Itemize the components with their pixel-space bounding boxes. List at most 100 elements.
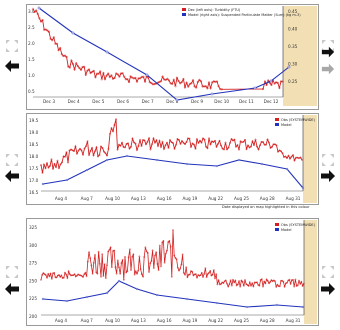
observed-point (49, 164, 51, 167)
observed-point (65, 55, 68, 59)
observed-point (82, 276, 84, 278)
expand-arrows-icon[interactable] (4, 38, 20, 54)
observed-point (39, 20, 43, 23)
observed-point (211, 140, 213, 143)
model-point (185, 297, 189, 301)
observed-point (83, 65, 86, 68)
observed-point (74, 275, 77, 278)
model-point (269, 79, 273, 83)
y-tick-label: 17.5 (29, 166, 39, 171)
observed-point (103, 78, 107, 81)
observed-point (44, 28, 47, 31)
model-point (215, 164, 219, 168)
observed-point (202, 276, 204, 278)
left-arrow-icon[interactable] (4, 281, 20, 297)
y-tick-label: 2.5 (28, 25, 35, 30)
third-chart-panel: 325 300 275 250 225 200 Aug 4 Aug 7 Aug 10 Aug 1… (26, 218, 319, 326)
y-tick-label: 18.5 (29, 142, 39, 147)
x-tick-label: Aug 10 (105, 318, 120, 323)
model-point (185, 162, 189, 166)
observed-point (89, 71, 92, 75)
observed-point (87, 68, 91, 71)
observed-point (203, 273, 206, 275)
observed-point (127, 142, 129, 145)
expand-arrows-icon[interactable] (4, 264, 20, 280)
observed-point (170, 275, 173, 278)
observed-point (248, 146, 251, 149)
observed-point (55, 166, 57, 169)
observed-point (193, 143, 195, 146)
observed-point (70, 59, 73, 62)
observed-point (258, 284, 261, 287)
observed-point (114, 266, 117, 269)
observed-point (41, 273, 44, 276)
observed-point (281, 80, 284, 83)
observed-point (219, 88, 222, 91)
observed-point (109, 132, 111, 135)
observed-point (175, 76, 179, 79)
expand-arrows-icon[interactable] (320, 152, 336, 168)
right-arrow-icon[interactable] (321, 45, 335, 59)
observed-point (199, 274, 202, 276)
observed-point (61, 161, 63, 164)
observed-point (269, 146, 272, 149)
right-arrow-icon[interactable] (320, 281, 336, 297)
observed-point (78, 274, 81, 276)
observed-point (246, 284, 249, 286)
observed-point (104, 152, 107, 155)
model-point (175, 98, 179, 102)
observed-point (70, 274, 72, 277)
observed-point (203, 85, 206, 88)
observed-point (178, 269, 180, 272)
observed-point (94, 253, 96, 256)
observed-point (124, 146, 126, 149)
observed-point (91, 70, 94, 73)
observed-point (301, 158, 303, 161)
observed-point (223, 280, 226, 283)
observed-point (267, 79, 270, 82)
expand-arrows-icon[interactable] (4, 152, 20, 168)
observed-point (60, 274, 63, 277)
model-spm-line (38, 7, 290, 101)
observed-point (205, 145, 207, 148)
expand-arrows-icon[interactable] (320, 264, 336, 280)
x-tick-label: Aug 31 (286, 196, 301, 201)
model-point (287, 65, 291, 69)
observed-point (50, 158, 53, 161)
observed-line (40, 230, 305, 289)
observed-point (64, 271, 66, 274)
x-tick-label: Dec 9 (191, 99, 203, 104)
observed-point (256, 281, 258, 284)
observed-point (193, 85, 196, 88)
observed-point (167, 79, 171, 82)
observed-point (276, 283, 279, 286)
right-arrow-icon[interactable] (320, 168, 336, 184)
observed-point (284, 155, 287, 158)
observed-point (106, 154, 108, 157)
observed-point (179, 82, 182, 85)
observed-point (50, 278, 53, 280)
observed-point (257, 284, 260, 286)
observed-point (166, 77, 169, 80)
observed-point (301, 285, 304, 287)
observed-point (154, 254, 156, 257)
legend-model-label: Model (281, 123, 292, 127)
observed-point (85, 275, 88, 278)
right-arrow-icon[interactable] (321, 62, 335, 76)
observed-point (52, 168, 54, 170)
observed-point (127, 256, 130, 259)
observed-point (229, 279, 232, 282)
left-arrow-icon[interactable] (4, 168, 20, 184)
observed-point (220, 144, 222, 147)
left-arrow-icon[interactable] (4, 58, 20, 74)
observed-point (78, 66, 81, 70)
observed-point (260, 278, 263, 281)
observed-point (161, 75, 164, 78)
observed-point (182, 78, 185, 81)
observed-point (262, 141, 264, 143)
observed-point (294, 278, 297, 281)
observed-point (221, 147, 224, 150)
observed-point (113, 76, 116, 80)
model-point (65, 178, 69, 182)
observed-point (184, 273, 186, 276)
